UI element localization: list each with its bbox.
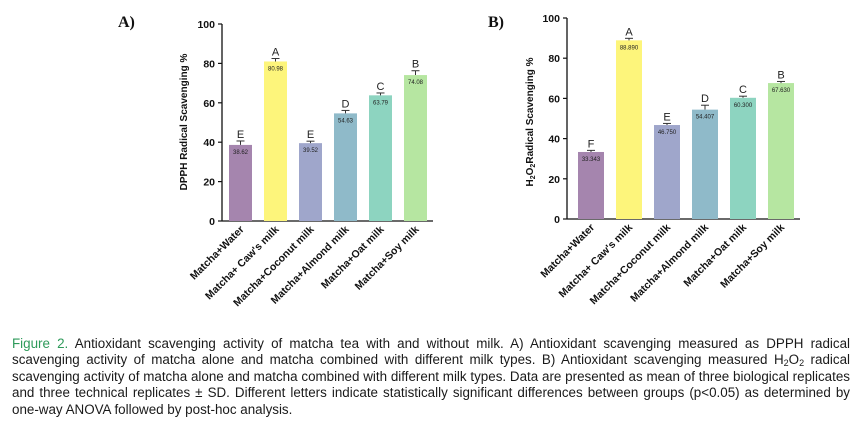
panel-b-y-tick-label: 0 bbox=[554, 214, 560, 226]
panel-a-bar bbox=[299, 143, 322, 221]
panel-b-value-label: 33.343 bbox=[582, 157, 601, 163]
panel-b-bar bbox=[768, 83, 794, 220]
panel-b-y-tick-label: 20 bbox=[548, 174, 560, 186]
panel-b-label: B) bbox=[488, 14, 504, 31]
panel-b-value-label: 67.630 bbox=[772, 88, 791, 94]
panel-b-bar bbox=[578, 151, 604, 219]
panel-a-value-label: 54.63 bbox=[338, 118, 354, 124]
panel-b-y-tick-label: 100 bbox=[542, 13, 560, 25]
panel-a-significance-letter: A bbox=[272, 47, 280, 59]
panel-a-bar bbox=[369, 95, 392, 221]
panel-b-value-label: 54.407 bbox=[696, 115, 715, 121]
panel-a-y-tick-label: 80 bbox=[203, 58, 215, 70]
panel-b-category-label: Matcha+Soy milk bbox=[718, 222, 787, 291]
panel-b-y-tick-label: 80 bbox=[548, 53, 560, 65]
panel-a-label: A) bbox=[118, 14, 135, 31]
panel-a-bar bbox=[334, 113, 357, 221]
panel-a-value-label: 80.98 bbox=[268, 66, 284, 72]
panel-a-y-tick-label: 20 bbox=[203, 177, 215, 189]
panel-b-value-label: 88.890 bbox=[620, 45, 639, 51]
panel-a-bar bbox=[229, 144, 252, 221]
panel-b-y-tick-label: 60 bbox=[548, 93, 560, 105]
panel-a-bar bbox=[404, 75, 427, 221]
panel-a-value-label: 63.79 bbox=[373, 100, 389, 106]
panel-a-chart: 02040608010038.62EMatcha+Water80.98AMatc… bbox=[188, 19, 433, 309]
panel-b-bar bbox=[654, 125, 680, 219]
panel-a-y-tick-label: 40 bbox=[203, 137, 215, 149]
panel-a-significance-letter: E bbox=[237, 129, 244, 141]
panel-a-y-axis-title: DPPH Radical Scavenging % bbox=[179, 54, 190, 191]
figure-panels: A) B) DPPH Radical Scavenging % H2O2Radi… bbox=[118, 13, 800, 309]
caption-figure-label: Figure 2. bbox=[12, 336, 69, 351]
panel-b-bar bbox=[730, 97, 756, 219]
figure-caption: Figure 2. Antioxidant scavenging activit… bbox=[12, 336, 850, 418]
panel-a-value-label: 74.08 bbox=[408, 80, 424, 86]
panel-a-y-tick-label: 60 bbox=[203, 98, 215, 110]
panel-a-significance-letter: B bbox=[412, 59, 419, 71]
panel-a-category-label: Matcha+Soy milk bbox=[353, 224, 422, 293]
panel-a-category-label: Matcha+Oat milk bbox=[319, 224, 387, 292]
panel-a-value-label: 38.62 bbox=[233, 150, 249, 156]
panel-a-significance-letter: D bbox=[342, 98, 350, 110]
panel-a-significance-letter: E bbox=[307, 129, 314, 141]
panel-b-significance-letter: E bbox=[663, 111, 670, 123]
caption-subscript-1: 2 bbox=[783, 358, 789, 369]
caption-text-part2: radical scavenging activity of matcha al… bbox=[12, 352, 850, 417]
caption-subscript-2: 2 bbox=[799, 358, 805, 369]
panel-b-significance-letter: C bbox=[739, 84, 747, 96]
panel-a-value-label: 39.52 bbox=[303, 148, 319, 154]
panel-b-category-label: Matcha+ Caw's milk bbox=[557, 222, 636, 301]
panel-a-y-tick-label: 0 bbox=[209, 216, 215, 228]
panel-b-significance-letter: A bbox=[625, 26, 633, 38]
panel-b-y-tick-label: 40 bbox=[548, 134, 560, 146]
panel-b-bar bbox=[616, 40, 642, 219]
panel-b-y-axis-title: H2O2Radical Scavenging % bbox=[525, 57, 537, 186]
panel-a-significance-letter: C bbox=[377, 81, 385, 93]
panel-b-value-label: 60.300 bbox=[734, 103, 753, 109]
caption-text-part1: Antioxidant scavenging activity of match… bbox=[12, 336, 851, 368]
panel-a-bar bbox=[264, 61, 287, 222]
panel-b-significance-letter: F bbox=[588, 138, 595, 150]
panel-b-chart: 02040608010033.343FMatcha+Water88.890AMa… bbox=[538, 13, 800, 307]
panel-b-significance-letter: B bbox=[777, 69, 784, 81]
panel-b-bar bbox=[692, 109, 718, 219]
panel-a-y-tick-label: 100 bbox=[197, 19, 215, 31]
caption-text-o: O bbox=[788, 352, 800, 368]
panel-b-significance-letter: D bbox=[701, 93, 709, 105]
panel-b-value-label: 46.750 bbox=[658, 130, 677, 136]
